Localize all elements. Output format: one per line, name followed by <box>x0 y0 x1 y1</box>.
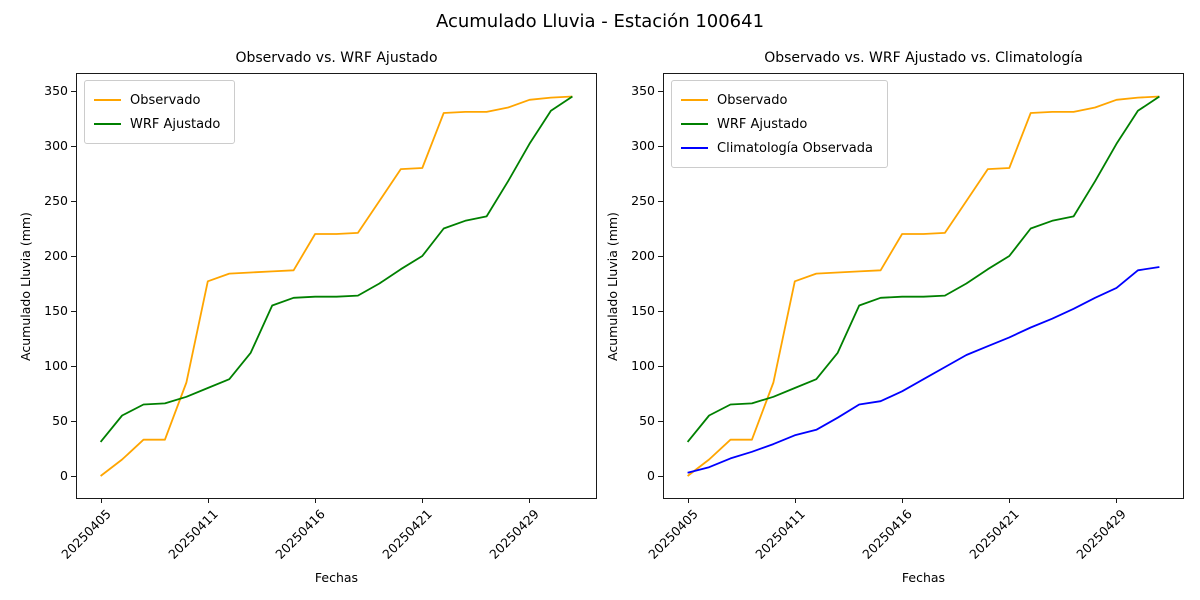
plot-area <box>686 95 1160 477</box>
y-tick-label: 100 <box>631 358 655 373</box>
x-tick-label: 20250416 <box>272 506 328 562</box>
x-tick-label: 20250429 <box>1073 506 1130 562</box>
y-tick-label: 0 <box>647 468 655 483</box>
legend-entry: Observado <box>681 88 877 112</box>
legend-label: Climatología Observada <box>717 140 873 156</box>
left-chart-y-axis-label: Acumulado Lluvia (mm) <box>17 211 33 361</box>
x-tick-label: 20250411 <box>752 506 808 562</box>
y-tick-mark <box>71 476 76 477</box>
y-tick-mark <box>71 256 76 258</box>
x-tick-label: 20250411 <box>165 506 221 562</box>
y-tick-label: 200 <box>631 248 655 264</box>
y-tick-mark <box>71 91 76 93</box>
series-line-observado <box>100 95 573 477</box>
x-tick-mark <box>902 498 904 503</box>
y-tick-mark <box>71 311 76 313</box>
legend-entry: WRF Ajustado <box>94 112 224 136</box>
left-chart-axes: Observado vs. WRF Ajustado Acumulado Llu… <box>18 50 597 585</box>
y-tick-mark <box>71 366 76 367</box>
series-line-observado <box>687 95 1160 477</box>
y-tick-label: 50 <box>639 413 655 428</box>
y-tick-label: 200 <box>44 248 68 264</box>
series-line-wrf-ajustado <box>686 95 1160 443</box>
left-chart-title: Observado vs. WRF Ajustado <box>235 50 438 66</box>
legend-line-swatch <box>681 123 708 125</box>
x-tick-mark <box>687 498 689 503</box>
y-tick-mark <box>658 201 663 203</box>
legend-label: Observado <box>130 92 201 108</box>
x-tick-mark <box>100 498 102 503</box>
y-tick-mark <box>71 421 76 422</box>
right-chart-x-axis-label: Fechas <box>901 570 946 585</box>
legend-entry: Climatología Observada <box>681 136 877 160</box>
legend-label: WRF Ajustado <box>717 116 808 132</box>
y-tick-mark <box>658 146 663 148</box>
legend: Observado WRF Ajustado Climatología Observ… <box>671 80 888 168</box>
x-tick-mark <box>794 498 796 503</box>
y-tick-label: 150 <box>44 303 68 319</box>
y-tick-label: 300 <box>44 138 68 154</box>
y-tick-label: 350 <box>631 83 655 99</box>
y-tick-label: 100 <box>44 358 68 373</box>
x-tick-mark <box>529 498 531 503</box>
x-tick-label: 20250421 <box>379 506 436 562</box>
right-chart-title: Observado vs. WRF Ajustado vs. Climatolo… <box>764 50 1083 66</box>
legend-line-swatch <box>94 123 121 125</box>
x-tick-mark <box>207 498 209 503</box>
y-tick-label: 50 <box>52 413 68 428</box>
x-tick-mark <box>1116 498 1118 503</box>
legend-entry: WRF Ajustado <box>681 112 877 136</box>
x-tick-label: 20250405 <box>644 506 701 562</box>
right-chart-y-axis-label: Acumulado Lluvia (mm) <box>604 211 620 361</box>
legend-label: Observado <box>717 92 788 108</box>
y-tick-mark <box>658 366 663 367</box>
y-tick-label: 250 <box>631 193 655 209</box>
y-tick-label: 300 <box>631 138 655 154</box>
x-tick-label: 20250421 <box>966 506 1023 562</box>
legend-line-swatch <box>681 147 708 149</box>
x-tick-label: 20250416 <box>859 506 915 562</box>
x-tick-mark <box>315 498 317 503</box>
legend-entry: Observado <box>94 88 224 112</box>
y-tick-label: 350 <box>44 83 68 99</box>
plot-area <box>99 95 573 477</box>
y-tick-mark <box>658 476 663 477</box>
series-line-climatolog-a-observada <box>687 266 1160 474</box>
series-line-wrf-ajustado <box>99 95 573 443</box>
y-tick-mark <box>71 201 76 203</box>
y-tick-mark <box>658 311 663 313</box>
x-tick-mark <box>1009 498 1011 503</box>
x-tick-mark <box>422 498 424 503</box>
legend-line-swatch <box>94 99 121 101</box>
right-chart-axes: Observado vs. WRF Ajustado vs. Climatolo… <box>605 50 1184 585</box>
y-tick-mark <box>658 421 663 422</box>
legend: Observado WRF Ajustado <box>84 80 236 144</box>
y-tick-mark <box>658 256 663 258</box>
y-tick-label: 250 <box>44 193 68 209</box>
legend-line-swatch <box>681 99 708 101</box>
y-tick-mark <box>658 91 663 93</box>
figure-title: Acumulado Lluvia - Estación 100641 <box>435 11 765 32</box>
y-tick-label: 150 <box>631 303 655 319</box>
y-tick-label: 0 <box>60 468 68 483</box>
x-tick-label: 20250405 <box>57 506 114 562</box>
x-tick-label: 20250429 <box>486 506 543 562</box>
legend-label: WRF Ajustado <box>130 116 221 132</box>
left-chart-x-axis-label: Fechas <box>314 570 359 585</box>
y-tick-mark <box>71 146 76 148</box>
